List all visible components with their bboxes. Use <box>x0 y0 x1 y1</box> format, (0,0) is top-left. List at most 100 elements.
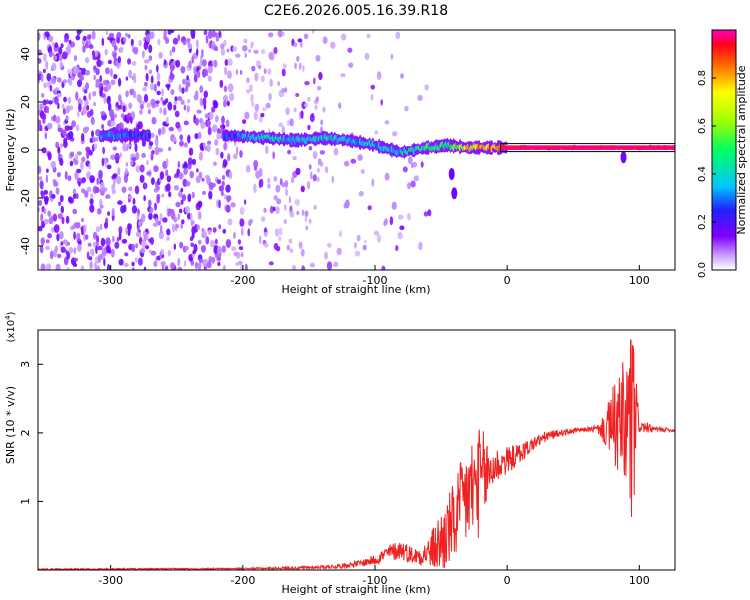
noise-blob <box>46 263 52 270</box>
noise-blob <box>145 73 149 82</box>
noise-blob <box>146 160 149 166</box>
noise-blob <box>227 153 231 162</box>
noise-blob <box>413 175 419 182</box>
y-tick-label: 2 <box>19 429 32 436</box>
noise-blob <box>172 37 179 45</box>
noise-blob <box>167 211 172 217</box>
noise-blob <box>353 242 358 249</box>
noise-blob <box>99 223 103 231</box>
noise-blob <box>221 174 226 181</box>
noise-blob <box>190 242 194 248</box>
noise-blob <box>202 190 206 195</box>
noise-blob <box>88 44 94 50</box>
noise-blob <box>199 97 204 107</box>
noise-blob <box>111 208 115 217</box>
noise-blob <box>313 77 316 85</box>
noise-blob <box>389 216 394 226</box>
noise-blob <box>189 170 194 179</box>
noise-blob <box>44 196 49 206</box>
noise-blob <box>46 106 50 114</box>
noise-blob <box>86 186 92 193</box>
noise-blob <box>263 243 269 248</box>
noise-blob <box>131 205 138 214</box>
noise-blob <box>150 98 156 106</box>
noise-blob <box>169 30 175 34</box>
noise-blob <box>333 147 339 156</box>
noise-blob <box>251 101 255 107</box>
noise-blob <box>246 77 250 84</box>
noise-blob <box>217 245 222 255</box>
y-tick-label: -20 <box>19 189 32 207</box>
noise-blob <box>125 76 129 81</box>
noise-blob <box>169 49 172 57</box>
noise-blob <box>118 231 122 241</box>
noise-blob <box>298 62 302 70</box>
x-tick-label: -300 <box>98 574 123 587</box>
noise-blob <box>211 106 216 113</box>
noise-blob <box>57 213 63 220</box>
colorbar-tick-label: 0.4 <box>697 166 708 182</box>
noise-blob <box>205 236 210 245</box>
noise-blob <box>397 231 403 240</box>
noise-blob <box>105 67 110 75</box>
noise-blob <box>156 90 161 96</box>
noise-blob <box>277 30 283 38</box>
noise-blob <box>222 228 227 234</box>
noise-blob <box>47 152 52 161</box>
noise-blob <box>86 150 90 160</box>
noise-blob <box>96 177 99 185</box>
noise-blob <box>367 205 372 211</box>
noise-blob <box>54 96 59 105</box>
noise-blob <box>56 233 60 242</box>
noise-blob <box>212 227 217 233</box>
noise-blob <box>105 245 111 254</box>
colorbar-tick-label: 0.6 <box>697 118 708 134</box>
noise-blob <box>75 91 79 101</box>
noise-blob <box>95 137 99 142</box>
noise-blob <box>287 119 290 126</box>
noise-blob <box>384 172 390 181</box>
noise-blob <box>166 183 171 192</box>
noise-blob <box>223 142 228 151</box>
noise-blob <box>295 93 300 97</box>
noise-blob <box>220 151 224 159</box>
noise-blob <box>307 124 311 131</box>
noise-blob <box>88 256 93 261</box>
noise-blob <box>308 146 313 151</box>
noise-blob <box>154 137 159 147</box>
noise-blob <box>213 46 219 52</box>
noise-blob <box>112 52 117 59</box>
noise-blob <box>331 175 335 184</box>
noise-blob <box>138 39 142 47</box>
noise-blob <box>65 215 70 224</box>
noise-blob <box>282 31 286 37</box>
noise-blob <box>181 87 185 94</box>
noise-blob <box>278 236 282 242</box>
noise-blob <box>95 245 98 254</box>
noise-blob <box>38 32 41 41</box>
noise-blob <box>116 237 120 242</box>
noise-blob <box>142 87 147 92</box>
noise-blob <box>300 248 305 257</box>
noise-blob <box>364 52 370 61</box>
noise-blob <box>178 172 184 180</box>
noise-blob <box>109 109 115 118</box>
noise-blob <box>156 185 160 191</box>
noise-blob <box>84 190 89 198</box>
noise-blob <box>94 50 98 57</box>
noise-blob <box>410 180 416 188</box>
noise-blob <box>153 165 159 173</box>
colorbar: 0.0 0.2 0.4 0.6 0.8 Normalized spectral ampl… <box>697 29 748 278</box>
noise-blob <box>167 101 173 111</box>
spectrogram-heatmap <box>38 30 675 270</box>
y-tick-label: 1 <box>19 498 32 505</box>
noise-blob <box>132 198 136 205</box>
noise-blob <box>39 124 43 132</box>
noise-blob <box>83 35 87 41</box>
noise-blob <box>89 175 95 183</box>
noise-blob <box>97 245 103 251</box>
noise-blob <box>319 150 326 155</box>
noise-blob <box>254 103 260 112</box>
noise-blob <box>120 113 125 118</box>
